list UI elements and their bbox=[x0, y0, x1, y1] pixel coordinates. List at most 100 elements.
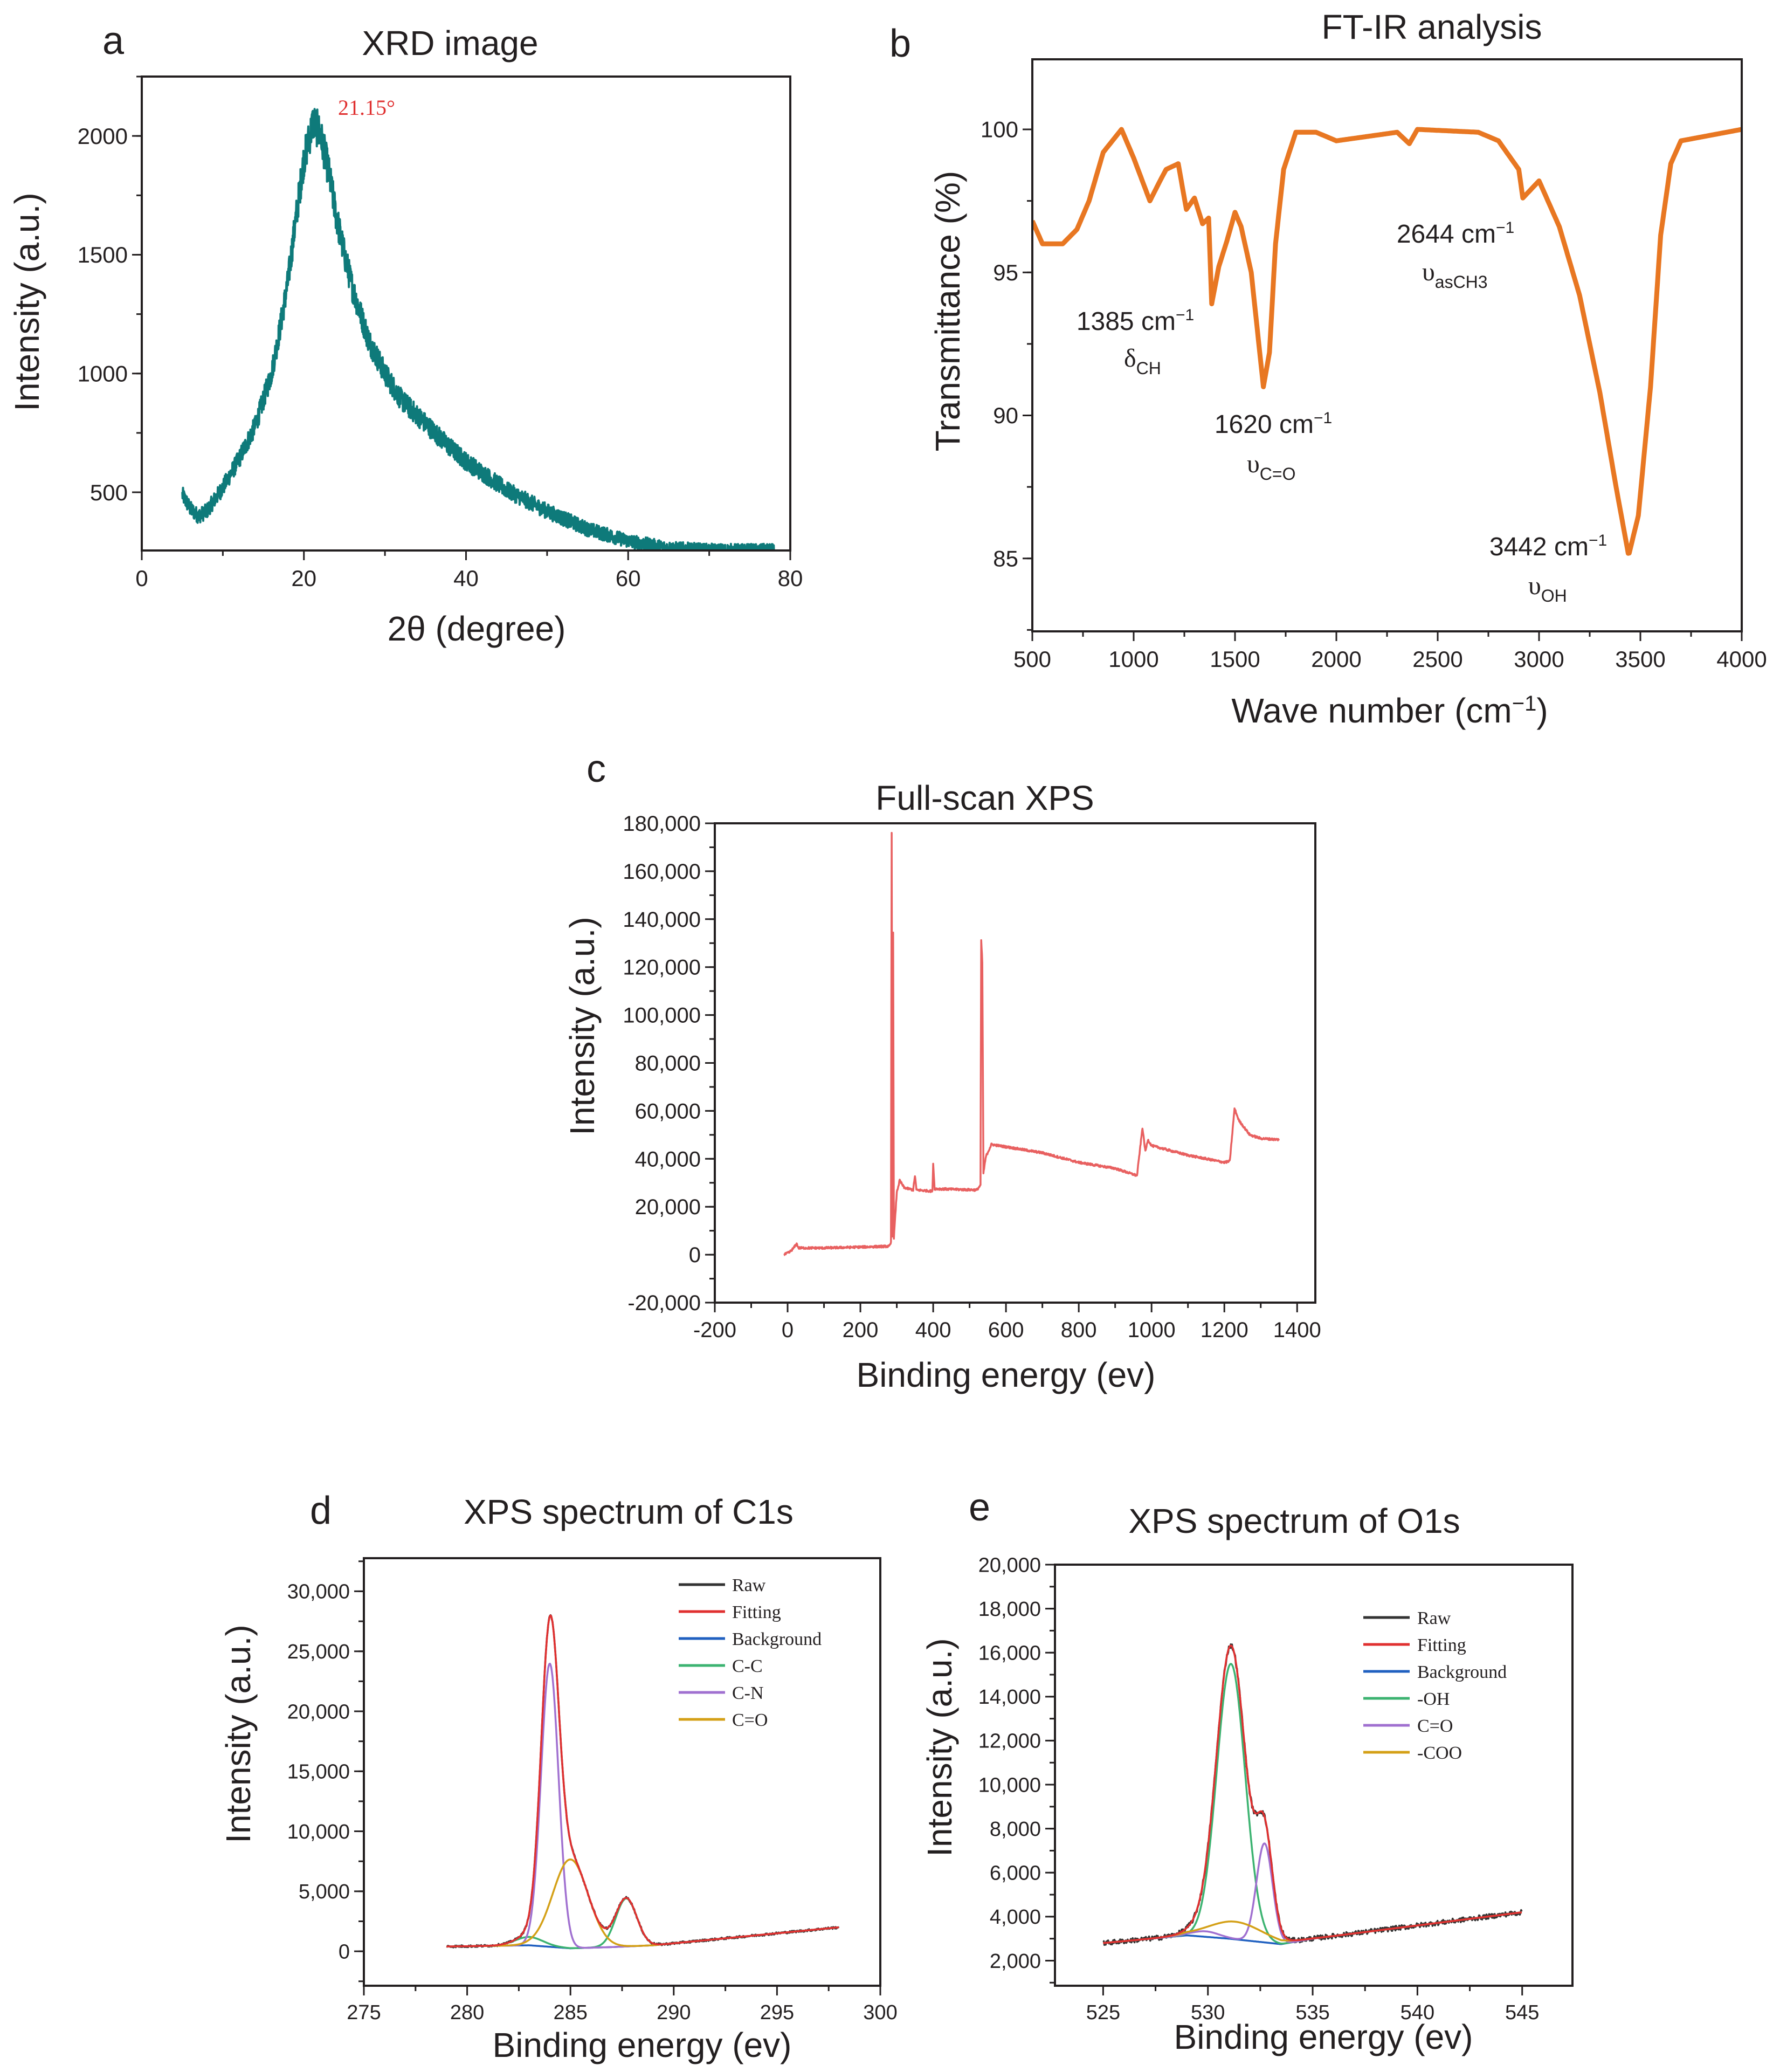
panel-o1s: e XPS spectrum of O1s Binding energy (ev… bbox=[920, 1486, 1574, 2056]
y-tick-label: 5,000 bbox=[299, 1881, 350, 1903]
annotation-sub: OH bbox=[1541, 586, 1567, 605]
annotation-symbol: υ bbox=[1422, 258, 1435, 286]
legend-label: Fitting bbox=[732, 1602, 781, 1622]
y-tick-label: 8,000 bbox=[990, 1818, 1041, 1841]
x-tick-label: 1000 bbox=[1128, 1318, 1176, 1342]
y-tick-label: 4,000 bbox=[990, 1906, 1041, 1929]
chart-title: XPS spectrum of C1s bbox=[464, 1492, 794, 1531]
svg-text:δCH: δCH bbox=[1124, 344, 1161, 378]
peak-annotation: 21.15° bbox=[338, 95, 395, 120]
y-tick-label: 160,000 bbox=[623, 860, 701, 884]
y-tick-label: 140,000 bbox=[623, 908, 701, 932]
y-tick-label: 6,000 bbox=[990, 1862, 1041, 1885]
series-fitting bbox=[446, 1614, 839, 1947]
series-oh bbox=[1102, 1663, 1522, 1945]
y-tick-label: 95 bbox=[993, 260, 1018, 285]
panel-c1s: d XPS spectrum of C1s Binding energy (ev… bbox=[219, 1489, 898, 2064]
y-tick-label: 20,000 bbox=[287, 1701, 350, 1723]
annotation-sub: C=O bbox=[1260, 464, 1296, 484]
y-tick-label: 0 bbox=[339, 1940, 350, 1963]
plot-frame bbox=[363, 1557, 881, 1987]
annotation-sup: −1 bbox=[1589, 532, 1607, 549]
series-fitting bbox=[1102, 1644, 1522, 1944]
y-tick-label: 60,000 bbox=[635, 1099, 701, 1123]
y-axis-label: Intensity (a.u.) bbox=[219, 1624, 258, 1843]
x-tick-label: 80 bbox=[778, 566, 803, 591]
y-tick-label: 14,000 bbox=[978, 1686, 1041, 1709]
y-tick-label: 1500 bbox=[78, 242, 128, 267]
series-group bbox=[1102, 1643, 1523, 1946]
y-tick-label: 10,000 bbox=[978, 1774, 1041, 1796]
x-axis-label-end: ) bbox=[1536, 691, 1548, 730]
x-axis-label-text: Wave number (cm bbox=[1231, 691, 1512, 730]
y-tick-label: 2,000 bbox=[990, 1950, 1041, 1973]
legend-label: -COO bbox=[1417, 1743, 1462, 1763]
annotation-symbol: υ bbox=[1528, 572, 1541, 600]
panel-label: a bbox=[102, 19, 125, 63]
x-tick-label: 1200 bbox=[1201, 1318, 1248, 1342]
series-xrd bbox=[181, 108, 775, 550]
x-tick-label: 295 bbox=[760, 2001, 794, 2024]
panel-ftir: b FT-IR analysis Wave number (cm−1) Tran… bbox=[889, 8, 1767, 730]
annotation-symbol: δ bbox=[1124, 344, 1136, 373]
panel-fullscan: c Full-scan XPS Binding energy (ev) Inte… bbox=[563, 747, 1321, 1394]
x-axis-label: Binding energy (ev) bbox=[857, 1355, 1156, 1394]
x-axis-label: Binding energy (ev) bbox=[1174, 2018, 1473, 2056]
annotation-symbol: υ bbox=[1247, 450, 1260, 478]
y-axis-label: Transmittance (%) bbox=[928, 171, 967, 451]
legend-label: C=O bbox=[732, 1710, 768, 1730]
annotation-3442: 3442 cm−1 υOH bbox=[1489, 532, 1607, 605]
legend-label: Raw bbox=[1417, 1608, 1451, 1628]
annotation-sub: CH bbox=[1136, 359, 1161, 378]
svg-text:1620 cm−1: 1620 cm−1 bbox=[1215, 409, 1332, 439]
y-axis-label: Intensity (a.u.) bbox=[563, 917, 602, 1135]
annotation-label: 2644 cm bbox=[1397, 220, 1496, 249]
x-tick-label: 1500 bbox=[1210, 646, 1260, 672]
plot-area: 525 530 535 540 545 2,000 4,000 6,000 8,000 10,00… bbox=[978, 1554, 1574, 2024]
y-tick-label: 15,000 bbox=[287, 1761, 350, 1784]
panel-label: d bbox=[310, 1489, 332, 1532]
annotation-1385: 1385 cm−1 δCH bbox=[1077, 306, 1194, 378]
annotation-sup: −1 bbox=[1496, 219, 1514, 237]
plot-area: 500 1000 1500 2000 2500 3000 3500 4000 85 90 95 100 bbox=[981, 58, 1767, 672]
y-tick-label: 100 bbox=[981, 117, 1018, 142]
x-tick-label: 2000 bbox=[1311, 646, 1361, 672]
y-axis-label: Intensity (a.u.) bbox=[8, 192, 46, 411]
x-tick-label: 525 bbox=[1086, 2001, 1120, 2024]
chart-title: XPS spectrum of O1s bbox=[1128, 1502, 1460, 1540]
x-tick-label: 400 bbox=[915, 1318, 951, 1342]
series-group bbox=[446, 1614, 840, 1950]
panel-xrd: a XRD image 2θ (degree) Intensity (a.u.)… bbox=[8, 19, 803, 648]
x-axis-label-sup: −1 bbox=[1512, 692, 1537, 715]
x-tick-label: 285 bbox=[553, 2001, 587, 2024]
svg-text:1385 cm−1: 1385 cm−1 bbox=[1077, 306, 1194, 336]
y-tick-label: -20,000 bbox=[627, 1291, 701, 1315]
x-tick-label: 20 bbox=[291, 566, 316, 591]
y-tick-label: 20,000 bbox=[635, 1195, 701, 1219]
plot-frame bbox=[141, 75, 791, 552]
legend-label: Fitting bbox=[1417, 1635, 1466, 1655]
plot-frame bbox=[1054, 1564, 1574, 1987]
x-tick-label: 275 bbox=[347, 2001, 381, 2024]
x-tick-label: 530 bbox=[1191, 2001, 1225, 2024]
legend-label: Background bbox=[732, 1629, 822, 1649]
y-tick-label: 30,000 bbox=[287, 1581, 350, 1603]
x-tick-label: 200 bbox=[843, 1318, 879, 1342]
legend-label: -OH bbox=[1417, 1689, 1450, 1709]
series-cn bbox=[446, 1662, 839, 1949]
series-group bbox=[181, 108, 775, 550]
y-tick-label: 2000 bbox=[78, 123, 128, 149]
x-tick-label: 0 bbox=[135, 566, 148, 591]
plot-area: 0 20 40 60 80 500 1000 1500 2000 bbox=[78, 75, 803, 591]
y-tick-label: 18,000 bbox=[978, 1598, 1041, 1621]
plot-frame bbox=[714, 822, 1316, 1304]
chart-title: Full-scan XPS bbox=[875, 779, 1094, 817]
y-tick-label: 80,000 bbox=[635, 1052, 701, 1076]
chart-title: FT-IR analysis bbox=[1322, 8, 1542, 46]
series-ftir bbox=[1032, 127, 1742, 556]
annotation-sub: asCH3 bbox=[1435, 272, 1488, 292]
y-tick-label: 100,000 bbox=[623, 1004, 701, 1028]
legend: Raw Fitting Background -OH C=O -COO bbox=[1363, 1608, 1507, 1763]
annotation-label: 3442 cm bbox=[1489, 533, 1589, 561]
